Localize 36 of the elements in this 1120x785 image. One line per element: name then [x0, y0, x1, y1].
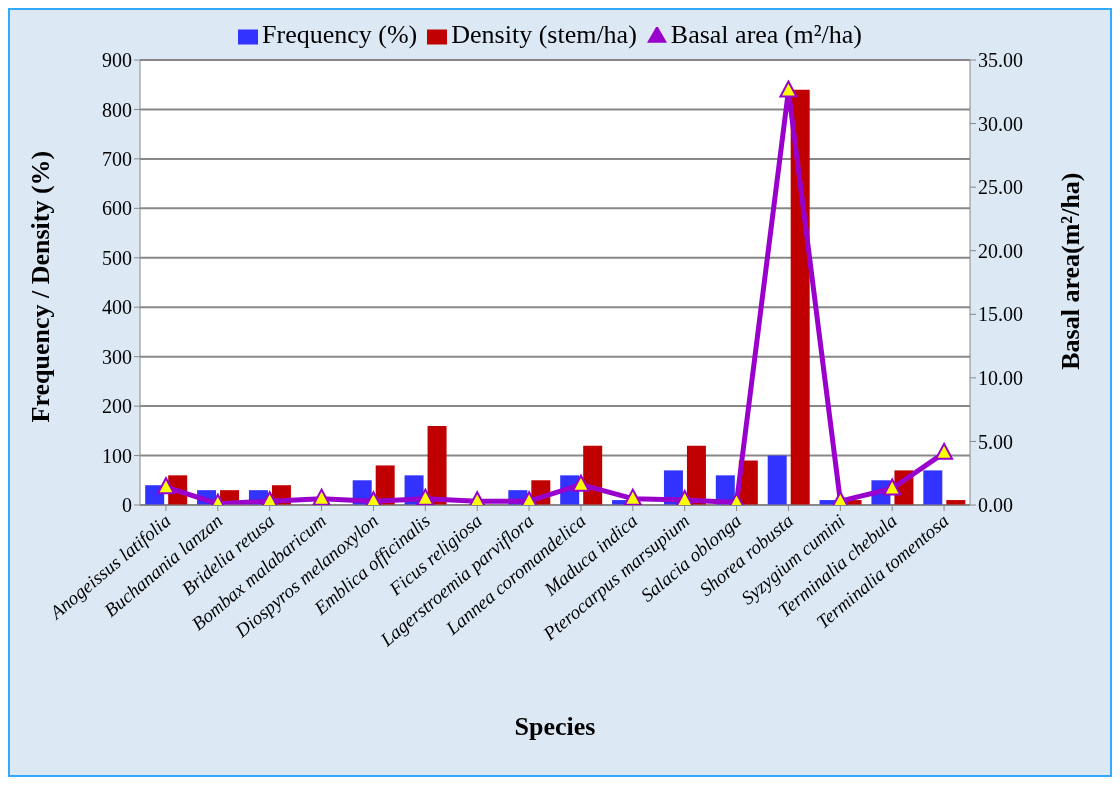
point — [935, 442, 954, 460]
point — [623, 488, 642, 505]
y-tick-label: 200 — [102, 395, 132, 418]
legend-label: Frequency (%) — [262, 20, 418, 49]
y-tick-label: 900 — [102, 49, 132, 72]
x-axis-title: Species — [514, 712, 596, 741]
y-axis-title: Frequency / Density (%) — [26, 150, 56, 423]
y2-tick-label: 20.00 — [978, 239, 1023, 262]
y-tick-label: 0 — [122, 494, 132, 517]
y-tick-label: 300 — [102, 345, 132, 368]
y-tick-label: 700 — [102, 147, 132, 170]
legend-label: Density (stem/ha) — [451, 20, 637, 49]
y-tick-label: 800 — [102, 98, 132, 121]
bar — [427, 425, 447, 505]
point — [312, 488, 331, 505]
y2-axis-title: Basal area(m²/ha) — [1056, 172, 1086, 370]
y2-tick-label: 15.00 — [978, 303, 1023, 326]
point — [675, 489, 694, 505]
bar — [767, 455, 787, 505]
y2-tick-label: 25.00 — [978, 176, 1023, 199]
point — [416, 488, 435, 505]
y-tick-label: 600 — [102, 197, 132, 220]
y2-tick-label: 10.00 — [978, 366, 1023, 389]
y-tick-label: 400 — [102, 296, 132, 319]
legend-label: Basal area (m²/ha) — [670, 20, 862, 49]
point — [779, 80, 798, 98]
point — [571, 474, 590, 492]
y2-tick-label: 0.00 — [978, 494, 1013, 517]
y2-tick-label: 30.00 — [978, 112, 1023, 135]
y2-tick-label: 5.00 — [978, 430, 1013, 453]
point — [883, 478, 902, 496]
y-tick-label: 100 — [102, 444, 132, 467]
point — [156, 477, 175, 495]
y2-tick-label: 35.00 — [978, 49, 1023, 72]
bar — [923, 470, 943, 505]
y-tick-label: 500 — [102, 246, 132, 269]
